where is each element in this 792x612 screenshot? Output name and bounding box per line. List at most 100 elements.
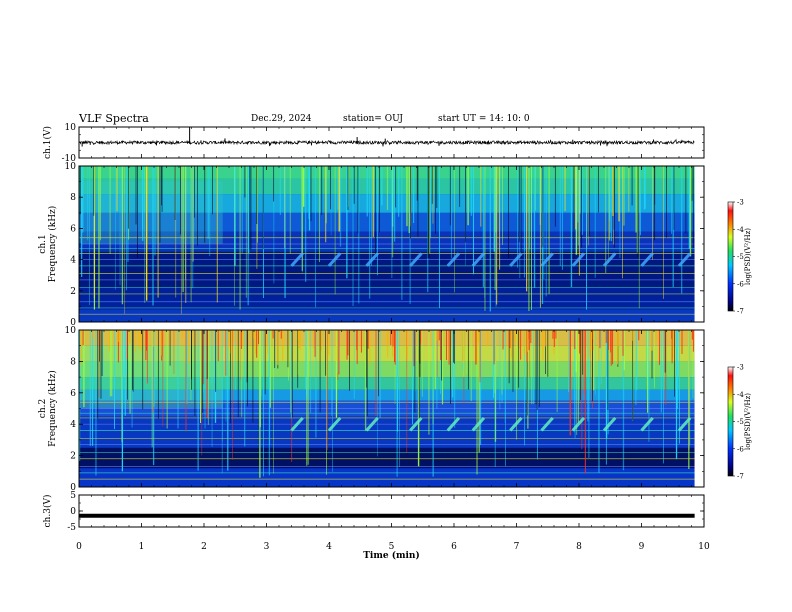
spectrogram-band — [79, 447, 695, 469]
y-tick-label: -5 — [67, 523, 76, 533]
y-axis-label: Frequency (kHz) — [47, 370, 58, 447]
y-tick-label: 2 — [70, 452, 76, 462]
date-label: Dec.29, 2024 — [251, 114, 312, 124]
x-tick-label: 2 — [201, 542, 207, 552]
ch1-colorbar: -3 -4 -5 -6 -7 log(PSD)(V²/Hz) — [727, 199, 752, 316]
ch1-waveform-panel: 10 -10 ch.1(V) — [42, 123, 705, 164]
y-tick-label: 10 — [65, 326, 77, 336]
spectrogram-band — [79, 251, 695, 288]
y-tick-label: 8 — [70, 193, 76, 203]
rising-tone — [602, 252, 617, 267]
colorbar-tick-label: -5 — [737, 418, 744, 426]
x-tick-label: 3 — [264, 542, 270, 552]
y-tick-label: 2 — [70, 287, 76, 297]
y-tick-label: 6 — [70, 389, 76, 399]
colorbar-tick-label: -6 — [737, 280, 744, 288]
colorbar-label: log(PSD)(V²/Hz) — [744, 393, 752, 450]
rising-tone — [365, 416, 379, 432]
colorbar-scale — [727, 201, 734, 312]
x-tick-label: 9 — [639, 542, 645, 552]
rising-tone — [677, 252, 692, 267]
x-tick-label: 1 — [139, 542, 145, 552]
spectrogram-band — [79, 377, 695, 390]
spectrogram-band — [79, 309, 695, 322]
rising-tone — [446, 416, 461, 432]
y-axis-label: ch.1 — [38, 234, 48, 253]
spectrogram-early-enhancement — [79, 345, 223, 409]
x-axis-label: Time (min) — [363, 550, 420, 561]
spectrogram-blank — [694, 166, 704, 322]
rising-tone — [509, 252, 523, 267]
rising-tone — [327, 252, 342, 267]
rising-tone — [471, 252, 486, 267]
x-tick-label: 5 — [389, 542, 395, 552]
y-tick-label: 6 — [70, 224, 76, 234]
spectrogram-band — [79, 416, 695, 448]
start-time-label: start UT = 14: 10: 0 — [438, 114, 530, 124]
spectrogram-blank — [694, 330, 704, 487]
rising-tone — [640, 416, 654, 432]
rising-tone — [409, 252, 423, 267]
x-tick-label: 4 — [326, 542, 332, 552]
colorbar-tick-label: -4 — [737, 391, 744, 399]
rising-tone — [677, 416, 692, 432]
colorbar-scale — [727, 366, 734, 477]
rising-tone — [540, 252, 554, 267]
x-tick-label: 0 — [76, 542, 82, 552]
y-axis-label: Frequency (kHz) — [47, 206, 58, 283]
ch2-spectrogram-panel: 0 2 4 6 8 10 ch.2 Frequency (kHz) — [38, 326, 705, 493]
rising-tone — [509, 416, 523, 432]
y-axis-label: ch.3(V) — [42, 495, 53, 528]
y-axis-label: ch.1(V) — [42, 126, 53, 159]
ch1-spectrogram-panel: 0 2 4 6 8 10 ch.1 Frequency (kHz) — [38, 162, 705, 328]
spectrogram-band — [79, 389, 695, 401]
y-tick-label: 4 — [70, 256, 76, 266]
x-tick-label: 6 — [451, 542, 457, 552]
rising-tone — [290, 416, 304, 432]
ch1-signal-line — [78, 138, 695, 147]
colorbar-tick-label: -6 — [737, 445, 744, 453]
x-tick-label: 8 — [576, 542, 582, 552]
rising-tone — [571, 416, 586, 432]
rising-tone — [365, 252, 379, 267]
rising-tone — [471, 416, 486, 432]
y-tick-label: 10 — [65, 162, 77, 172]
spectrogram-band — [79, 166, 695, 179]
spectrogram-band — [79, 287, 695, 310]
x-tick-label: 10 — [698, 542, 710, 552]
spectrogram-band — [79, 330, 695, 346]
rising-tone — [602, 416, 617, 432]
x-tick-label: 7 — [514, 542, 520, 552]
colorbar-tick-label: -7 — [737, 308, 744, 316]
ch3-waveform-frame — [78, 494, 705, 528]
rising-tone — [640, 252, 654, 267]
spectrogram-band — [79, 361, 695, 378]
colorbar-label: log(PSD)(V²/Hz) — [744, 228, 752, 285]
rising-tone — [327, 416, 342, 432]
spectrogram-band — [79, 468, 695, 487]
figure-title: VLF Spectra — [79, 112, 149, 125]
colorbar-tick-label: -4 — [737, 226, 744, 234]
spectrogram-band — [79, 345, 695, 362]
y-tick-label: 10 — [65, 123, 77, 133]
y-tick-label: -10 — [62, 154, 77, 164]
y-tick-label: 8 — [70, 357, 76, 367]
colorbar-tick-label: -5 — [737, 253, 744, 261]
y-tick-label: 0 — [70, 483, 76, 493]
y-tick-label: 5 — [70, 491, 76, 501]
rising-tone — [290, 252, 304, 267]
colorbar-tick-label: -3 — [737, 199, 744, 207]
colorbar-tick-label: -3 — [737, 364, 744, 372]
y-axis-label: ch.2 — [38, 399, 48, 418]
station-label: station= OUJ — [343, 114, 404, 124]
y-tick-label: 0 — [70, 318, 76, 328]
rising-tone — [540, 416, 554, 432]
spectrogram-early-enhancement — [79, 181, 223, 244]
rising-tone — [409, 416, 423, 432]
rising-tone — [446, 252, 461, 267]
y-tick-label: 0 — [70, 507, 76, 517]
time-axis: 0 1 2 3 4 5 6 7 8 9 10 Time (min) — [76, 542, 710, 561]
colorbar-tick-label: -7 — [737, 473, 744, 481]
ch2-colorbar: -3 -4 -5 -6 -7 log(PSD)(V²/Hz) — [727, 364, 752, 481]
